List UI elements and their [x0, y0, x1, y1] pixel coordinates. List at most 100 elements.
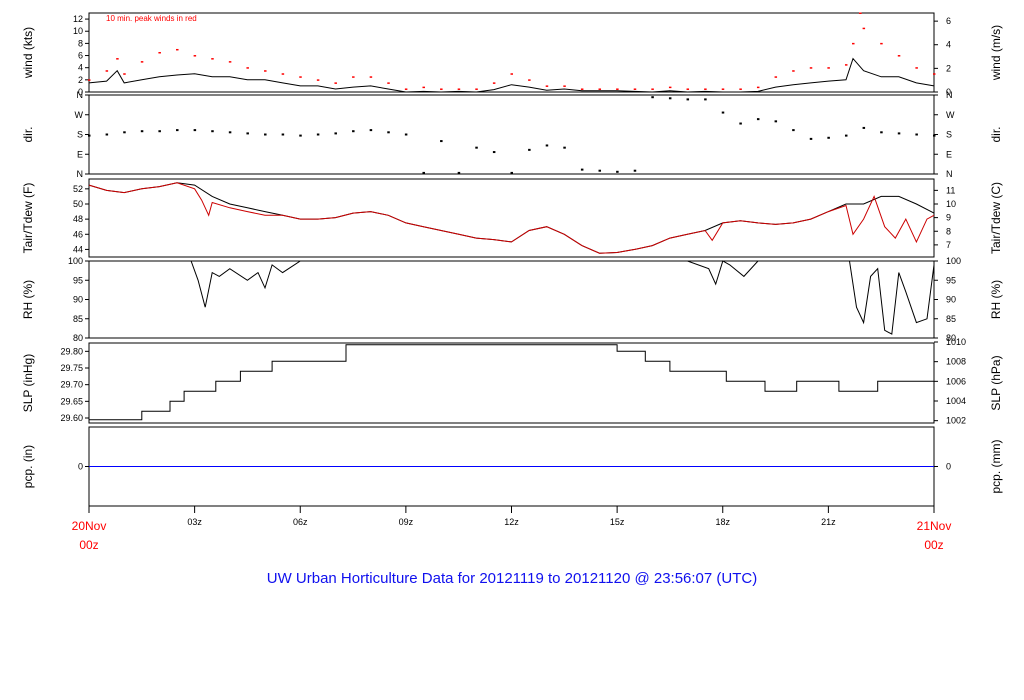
wind-peak-point [756, 86, 760, 89]
wind-peak-point [387, 82, 390, 84]
dir-left-tick-label: N [77, 90, 84, 100]
dir-left-tick-label: W [75, 110, 84, 120]
temp-left-tick-label: 44 [73, 244, 83, 254]
dir-point [668, 97, 672, 100]
temp-right-axis-label: Tair/Tdew (C) [989, 182, 1003, 254]
wind-peak-point [686, 88, 690, 90]
pcp-left-axis-label: pcp. (in) [21, 445, 35, 488]
slp-right-tick-label: 1006 [946, 376, 966, 386]
slp-right-tick-label: 1002 [946, 416, 966, 426]
wind-right-tick-label: 2 [946, 63, 951, 73]
dir-left-tick-label: E [77, 149, 83, 159]
panel-pcp: pcp. (in) pcp. (mm) 0 0 [21, 426, 1003, 507]
wind-peak-point [228, 61, 232, 63]
wind-peak-point [176, 48, 179, 51]
rh-right-axis-label: RH (%) [989, 280, 1003, 319]
wind-peak-point [475, 88, 478, 90]
dir-point [387, 131, 390, 134]
temp-tdew-line [88, 182, 935, 254]
dir-left-tick-label: S [77, 130, 83, 140]
rh-left-tick-label: 95 [73, 275, 83, 285]
wind-left-tick-label: 4 [78, 63, 83, 73]
wind-peak-point [404, 88, 408, 90]
time-tick-label: 03z [187, 517, 202, 527]
temp-left-axis-label: Tair/Tdew (F) [21, 183, 35, 254]
dir-point [228, 131, 232, 134]
dir-point [862, 126, 866, 129]
wind-peak-point [563, 85, 566, 87]
temp-left-tick-label: 48 [73, 214, 83, 224]
wind-speed-line [88, 57, 935, 93]
time-tick-label: 06z [293, 517, 308, 527]
temp-right-tick-label: 10 [946, 199, 956, 209]
rh-left-tick-label: 80 [73, 333, 83, 343]
dir-point [440, 140, 443, 143]
wind-peak-point [352, 76, 355, 78]
wind-peak-point [633, 88, 637, 90]
dir-point [281, 133, 285, 136]
time-tick-label: 15z [610, 517, 625, 527]
dir-point [105, 133, 109, 136]
dir-point [844, 134, 848, 137]
time-start-hour: 00z [79, 538, 98, 552]
wind-peak-point [88, 79, 91, 81]
rh-left-axis-label: RH (%) [21, 280, 35, 319]
rh-line [89, 260, 935, 335]
time-end-hour: 00z [924, 538, 943, 552]
dir-point [316, 133, 320, 136]
wind-peak-point [510, 73, 513, 75]
wind-peak-point [651, 88, 654, 90]
time-end-date: 21Nov [917, 519, 952, 533]
temp-right-tick-label: 7 [946, 240, 951, 250]
dir-right-tick-label: N [946, 90, 953, 100]
dir-point [739, 122, 742, 125]
dir-point [123, 131, 126, 134]
wind-peak-point [316, 79, 320, 81]
dir-point [580, 168, 584, 171]
rh-left-tick-label: 90 [73, 295, 83, 305]
slp-line [89, 344, 935, 421]
dir-point [704, 98, 707, 101]
dir-point [686, 98, 690, 101]
slp-right-tick-label: 1010 [946, 337, 966, 347]
temp-frame [88, 178, 935, 258]
wind-peak-point [827, 67, 830, 69]
wind-peak-point [545, 85, 549, 87]
wind-peak-point [440, 88, 443, 90]
wind-peak-point [193, 55, 197, 57]
rh-right-tick-label: 80 [946, 333, 956, 343]
temp-tair-line [88, 182, 935, 254]
wind-peak-point [616, 88, 619, 90]
slp-right-tick-label: 1004 [946, 396, 966, 406]
wind-left-tick-label: 8 [78, 38, 83, 48]
rh-right-tick-label: 100 [946, 256, 961, 266]
slp-left-tick-label: 29.75 [60, 363, 83, 373]
temp-left-tick-label: 52 [73, 184, 83, 194]
time-tick-label: 21z [821, 517, 836, 527]
wind-peak-point [668, 86, 672, 89]
wind-right-tick-label: 4 [946, 40, 951, 50]
wind-right-axis-label: wind (m/s) [989, 25, 1003, 81]
dir-point [457, 171, 461, 174]
wind-peak-point [844, 64, 848, 66]
wind-peak-point [580, 88, 584, 90]
wind-peak-point [457, 88, 461, 90]
panel-slp: SLP (inHg) SLP (hPa) 29.60 29.65 29.70 29.75 2… [21, 337, 1003, 426]
wind-peak-point [246, 67, 249, 69]
wind-peak-point [299, 76, 302, 78]
wind-peak-point [492, 82, 496, 84]
wind-left-tick-label: 0 [78, 87, 83, 97]
wind-peak-point [721, 88, 725, 90]
wind-peak-point [704, 88, 707, 90]
wind-peak-point [334, 82, 337, 84]
dir-point [404, 133, 408, 136]
dir-point [264, 133, 267, 136]
wind-peak-point [140, 61, 144, 63]
dir-point [563, 146, 566, 149]
wind-peak-point [116, 58, 119, 60]
dir-left-axis-label: dir. [21, 126, 35, 142]
wind-peak-point [933, 73, 936, 75]
dir-point [897, 132, 901, 135]
wind-peak-point [598, 88, 602, 90]
